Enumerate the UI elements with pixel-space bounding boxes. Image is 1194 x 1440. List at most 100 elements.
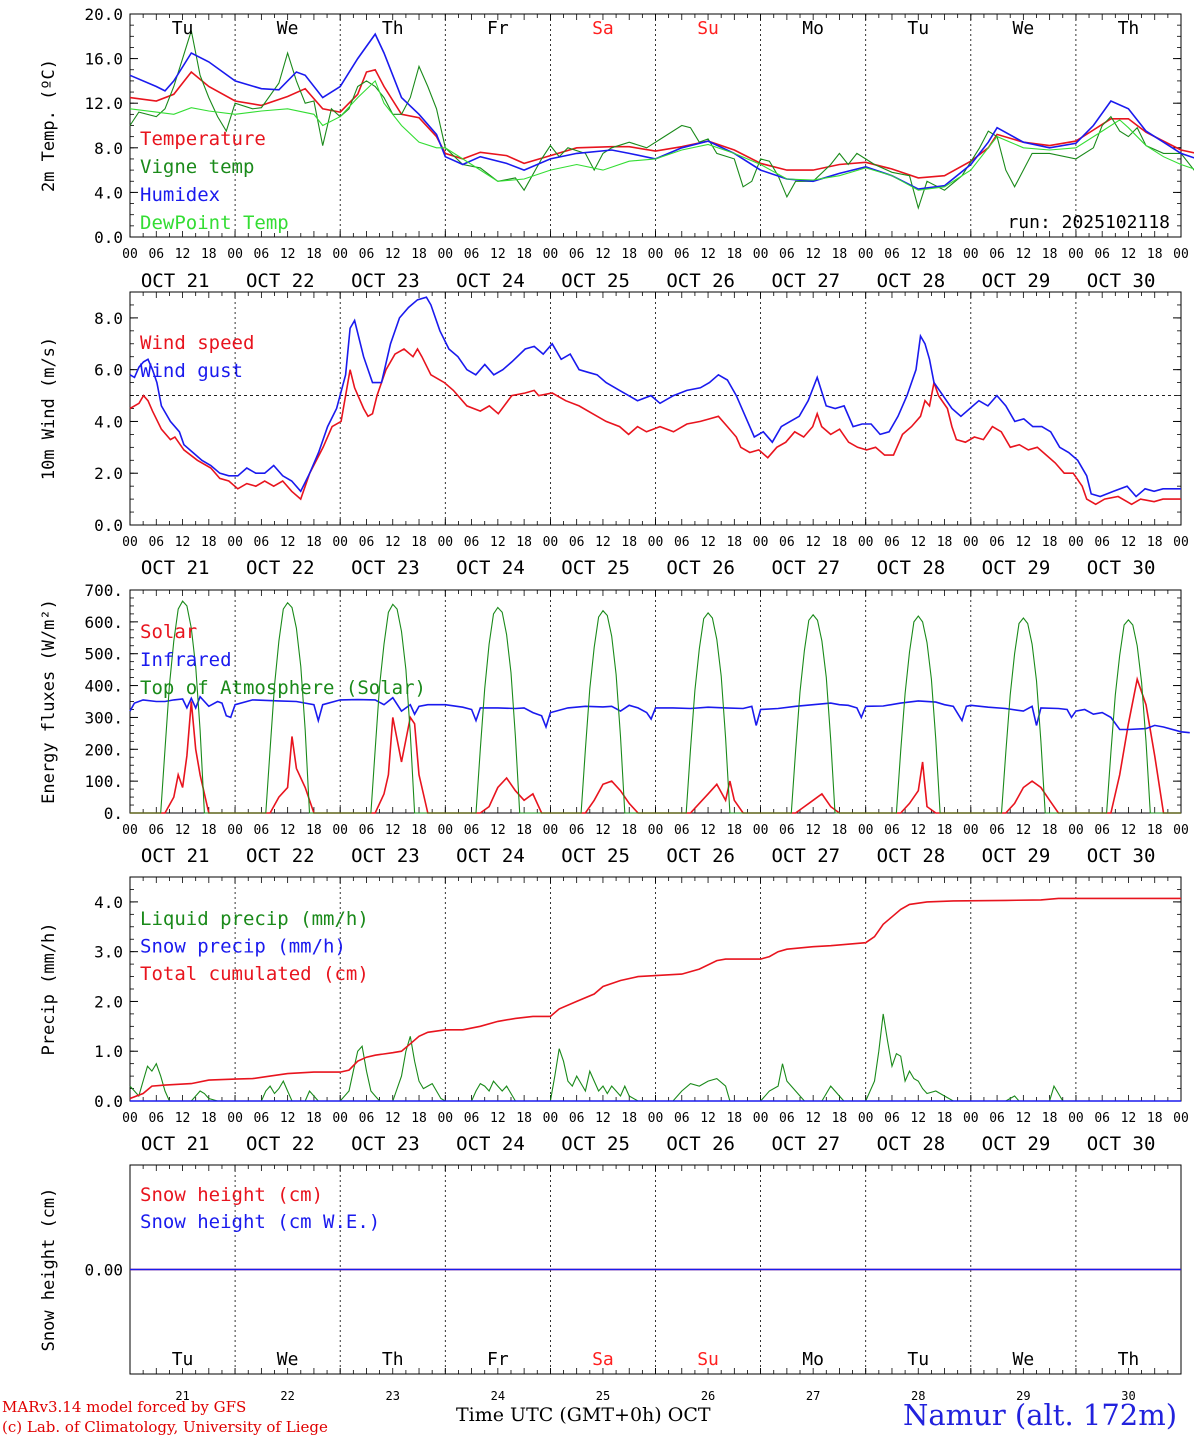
day-abbr: Su [697,1349,719,1370]
hour-label: 00 [963,535,979,550]
legend-entry: Humidex [140,184,220,206]
day-abbr: Fr [487,18,509,39]
hour-label: 12 [595,535,611,550]
hour-label: 06 [148,823,164,838]
hour-label: 00 [1173,535,1189,550]
y-tick-label: 200. [84,740,123,759]
hour-label: 18 [411,247,427,262]
y-tick-label: 600. [84,613,123,632]
hour-label: 12 [1016,247,1032,262]
time-axis-label: Time UTC (GMT+0h) OCT [456,1404,711,1426]
y-tick-label: 0.0 [94,1092,123,1111]
hour-label: 00 [332,823,348,838]
hour-label: 00 [1068,535,1084,550]
hour-label: 06 [464,247,480,262]
series-line-temperature [129,68,1194,179]
day-number: 28 [911,1389,925,1403]
hour-label: 18 [411,1111,427,1126]
lab-credit: (c) Lab. of Climatology, University of L… [2,1418,328,1436]
hour-label: 00 [1173,1111,1189,1126]
date-label: OCT 30 [1087,845,1156,867]
date-label: OCT 26 [666,270,735,292]
hour-label: 18 [726,535,742,550]
hour-label: 18 [1042,535,1058,550]
hour-label: 06 [884,247,900,262]
date-label: OCT 28 [877,845,946,867]
hour-label: 12 [595,823,611,838]
date-label: OCT 21 [141,845,210,867]
date-label: OCT 21 [141,557,210,579]
day-abbr: Mo [802,18,824,39]
hour-label: 06 [989,535,1005,550]
date-label: OCT 28 [877,557,946,579]
wind-panel [129,291,1182,526]
legend-entry: Temperature [140,128,266,150]
hour-label: 12 [1121,535,1137,550]
hour-label: 06 [989,1111,1005,1126]
day-abbr: Tu [172,1349,194,1370]
legend-entry: Wind gust [140,360,243,382]
date-label: OCT 22 [246,1133,315,1155]
hour-label: 18 [411,535,427,550]
date-label: OCT 23 [351,845,420,867]
hour-label: 06 [779,1111,795,1126]
date-label: OCT 30 [1087,1133,1156,1155]
hour-label: 12 [1016,535,1032,550]
legend-entry: Top of Atmosphere (Solar) [140,677,426,699]
day-abbr: Fr [487,1349,509,1370]
date-label: OCT 24 [456,845,525,867]
run-annotation: run: 2025102118 [1007,212,1170,233]
hour-label: 00 [1068,1111,1084,1126]
hour-label: 18 [1042,247,1058,262]
day-abbr: Mo [802,1349,824,1370]
hour-label: 12 [700,247,716,262]
hour-label: 06 [884,823,900,838]
hour-label: 12 [175,247,191,262]
hour-label: 12 [280,1111,296,1126]
y-tick-label: 2.0 [94,992,123,1011]
hour-label: 06 [569,823,585,838]
date-label: OCT 22 [246,557,315,579]
date-label: OCT 24 [456,270,525,292]
hour-label: 00 [648,1111,664,1126]
hour-label: 18 [201,1111,217,1126]
y-tick-label: 4.0 [94,412,123,431]
hour-label: 00 [1068,247,1084,262]
model-credit: MARv3.14 model forced by GFS [2,1398,247,1416]
legend-entry: Snow height (cm) [140,1184,323,1206]
hour-label: 00 [543,247,559,262]
day-abbr: Th [382,1349,404,1370]
hour-label: 18 [306,1111,322,1126]
hour-label: 06 [884,1111,900,1126]
y-tick-label: 2.0 [94,464,123,483]
y-tick-label: 16.0 [84,50,123,69]
day-abbr: Sa [592,18,614,39]
series-line-wind-gust [129,296,1181,498]
hour-label: 12 [700,1111,716,1126]
time-utc-label: Time UTC (GMT+0h) [456,1404,662,1426]
date-label: OCT 30 [1087,557,1156,579]
hour-label: 12 [700,535,716,550]
date-label: OCT 27 [771,557,840,579]
y-axis-label: Precip (mm/h) [39,922,59,1055]
day-number: 23 [386,1389,400,1403]
hour-label: 06 [359,1111,375,1126]
date-label: OCT 22 [246,845,315,867]
date-label: OCT 21 [141,1133,210,1155]
hour-label: 06 [359,247,375,262]
hour-label: 00 [122,247,138,262]
hour-label: 00 [227,823,243,838]
hour-label: 06 [1094,823,1110,838]
y-tick-label: 1.0 [94,1042,123,1061]
hour-label: 06 [1094,1111,1110,1126]
series-line-vigne-temp [129,30,1194,210]
series-line-dewpoint-temp [129,79,1194,191]
series-line-solar [130,676,1181,814]
hour-label: 00 [963,247,979,262]
hour-label: 18 [937,247,953,262]
hour-label: 18 [832,535,848,550]
hour-label: 00 [332,247,348,262]
hour-label: 18 [937,535,953,550]
day-number: 24 [491,1389,505,1403]
